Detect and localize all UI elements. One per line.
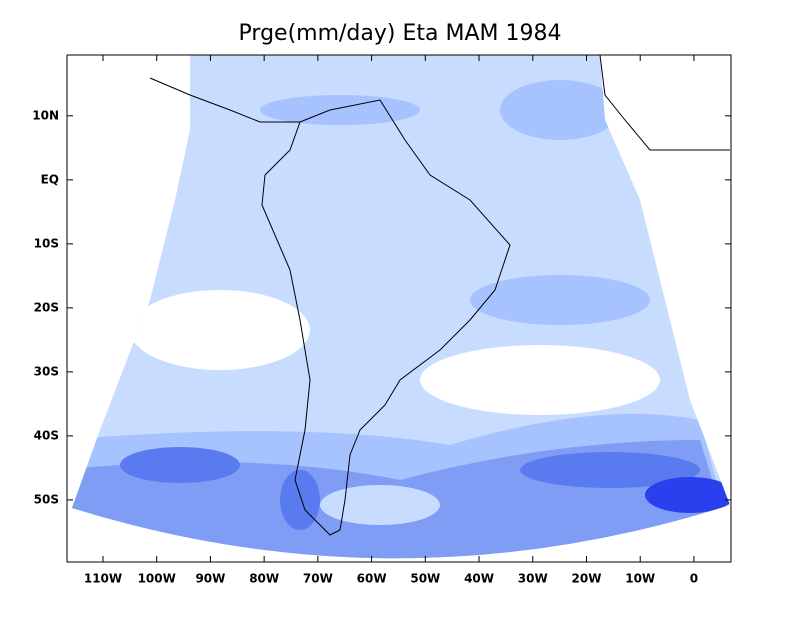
x-tick-label: 80W bbox=[249, 572, 279, 586]
coastlines bbox=[149, 54, 730, 536]
x-tick-label: 10W bbox=[625, 572, 655, 586]
y-tick-label: 10S bbox=[34, 236, 59, 250]
x-tick-label: 30W bbox=[518, 572, 548, 586]
x-tick-label: 100W bbox=[138, 572, 176, 586]
y-tick-label: 40S bbox=[34, 428, 59, 442]
y-tick-label: 30S bbox=[34, 364, 59, 378]
chart-title: Prge(mm/day) Eta MAM 1984 bbox=[239, 21, 562, 46]
y-tick-label: 20S bbox=[34, 300, 59, 314]
x-tick-label: 60W bbox=[357, 572, 387, 586]
plot-frame bbox=[66, 54, 732, 563]
precipitation-field bbox=[72, 55, 730, 559]
y-tick-label: 50S bbox=[34, 492, 59, 506]
y-tick-label: EQ bbox=[41, 172, 59, 186]
x-tick-label: 40W bbox=[464, 572, 494, 586]
x-tick-label: 0 bbox=[690, 572, 698, 586]
x-tick-label: 20W bbox=[572, 572, 602, 586]
x-tick-label: 50W bbox=[410, 572, 440, 586]
x-tick-label: 110W bbox=[84, 572, 122, 586]
x-tick-label: 70W bbox=[303, 572, 333, 586]
x-tick-label: 90W bbox=[195, 572, 225, 586]
y-tick-label: 10N bbox=[32, 108, 59, 122]
